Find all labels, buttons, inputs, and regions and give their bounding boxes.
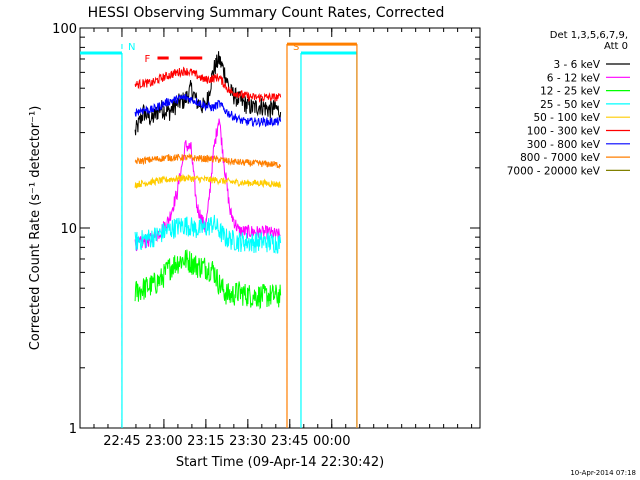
x-tick-label: 23:30 xyxy=(229,434,266,449)
x-tick-label: 23:45 xyxy=(271,434,308,449)
legend-entry-label: 300 - 800 keV xyxy=(527,139,601,151)
x-tick-label: 00:00 xyxy=(313,434,350,449)
generated-timestamp: 10-Apr-2014 07:18 xyxy=(570,469,636,477)
chart-title: HESSI Observing Summary Count Rates, Cor… xyxy=(88,5,445,21)
series-line xyxy=(134,173,282,190)
series-line xyxy=(134,214,282,254)
legend-entry-label: 3 - 6 keV xyxy=(553,59,600,71)
y-tick-label: 10 xyxy=(60,222,77,237)
legend-entry-label: 100 - 300 keV xyxy=(527,126,601,138)
series-line xyxy=(134,152,282,169)
y-tick-label: 1 xyxy=(69,422,77,437)
y-tick-label: 100 xyxy=(52,22,77,37)
axis-ticks: 22:45 23:00 23:15 23:30 23:45 00:00 1 10 100 xyxy=(52,22,480,449)
x-axis-label: Start Time (09-Apr-14 22:30:42) xyxy=(176,455,384,470)
flare-flag: F xyxy=(144,54,203,65)
marker-label: N xyxy=(128,42,135,53)
x-tick-label: 22:45 xyxy=(103,434,140,449)
marker-label: S xyxy=(293,42,299,53)
series-line xyxy=(134,249,282,310)
y-axis-label: Corrected Count Rate (s⁻¹ detector⁻¹) xyxy=(28,106,43,351)
series-lines xyxy=(134,51,282,310)
legend-entry-label: 6 - 12 keV xyxy=(547,72,601,84)
series-line xyxy=(134,93,282,128)
x-tick-label: 23:00 xyxy=(145,434,182,449)
legend-entry-label: 800 - 7000 keV xyxy=(520,152,601,164)
series-line xyxy=(134,66,282,103)
legend-entry-label: 25 - 50 keV xyxy=(540,99,601,111)
legend-title: Att 0 xyxy=(604,41,628,52)
flare-label: F xyxy=(144,54,150,65)
legend-entry-label: 12 - 25 keV xyxy=(540,86,601,98)
legend-entry-label: 7000 - 20000 keV xyxy=(507,165,601,177)
x-tick-label: 23:15 xyxy=(187,434,224,449)
legend-entry-label: 50 - 100 keV xyxy=(533,112,600,124)
legend-title: Det 1,3,5,6,7,9, xyxy=(550,30,628,41)
